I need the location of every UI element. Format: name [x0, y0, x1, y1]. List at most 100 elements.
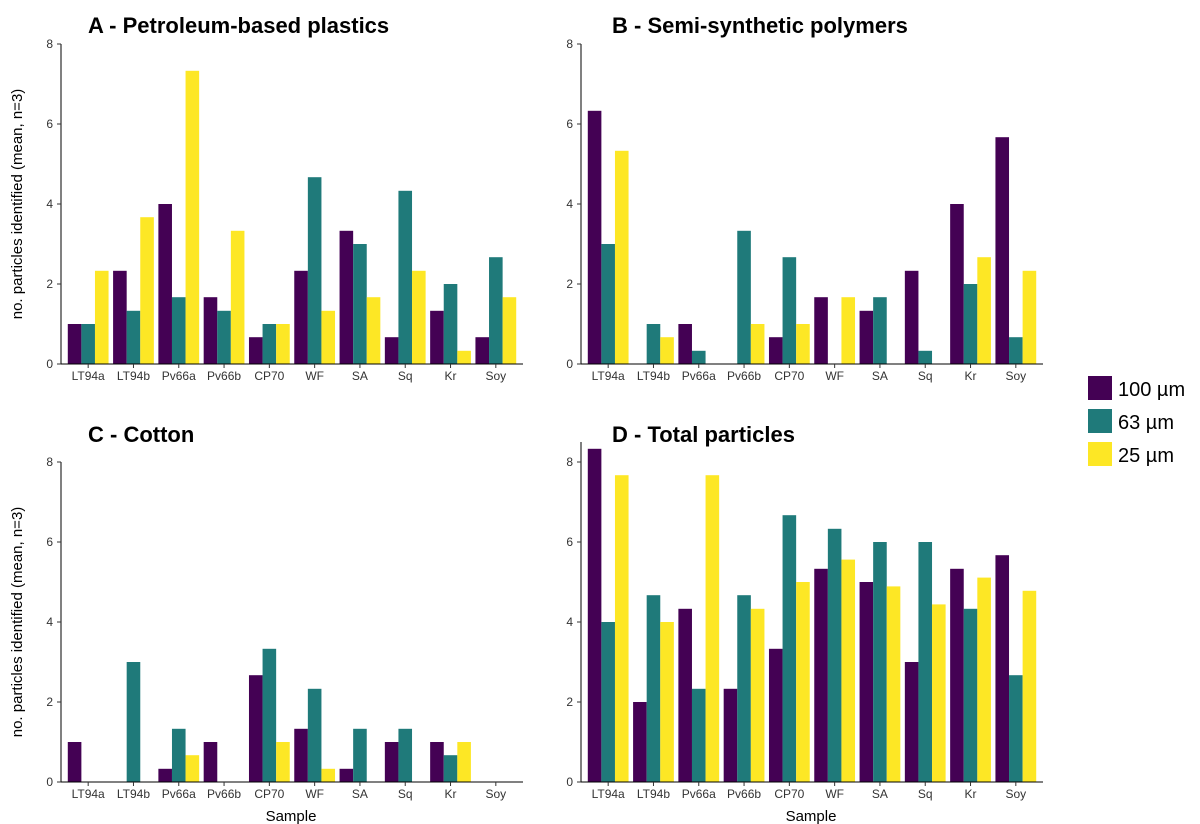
- bar-c-sa-1: [353, 728, 367, 782]
- bar-a-wf-0: [294, 270, 308, 364]
- legend-label-100: 100 µm: [1118, 379, 1185, 401]
- bar-b-lt94b-1: [646, 324, 661, 364]
- x-tick-label-b-3: Pv66b: [727, 369, 761, 383]
- bar-b-cp70-1: [782, 257, 797, 364]
- bar-d-wf-2: [841, 559, 856, 782]
- x-axis-title-d: Sample: [786, 808, 837, 824]
- bar-a-pv66b-0: [203, 297, 218, 364]
- bar-c-sq-0: [384, 742, 399, 782]
- x-tick-label-c-5: WF: [305, 787, 324, 801]
- y-tick-label-d-3: 6: [566, 535, 573, 549]
- bar-d-sa-1: [873, 542, 887, 782]
- bar-d-wf-1: [827, 528, 842, 782]
- x-tick-label-a-4: CP70: [254, 369, 284, 383]
- x-tick-label-b-4: CP70: [774, 369, 804, 383]
- bar-a-pv66b-2: [230, 230, 245, 364]
- bar-a-cp70-0: [248, 337, 263, 364]
- legend-swatch-100: [1088, 376, 1112, 400]
- bar-a-kr-0: [430, 310, 444, 364]
- bar-a-pv66b-1: [217, 310, 231, 364]
- x-tick-label-c-8: Kr: [445, 787, 457, 801]
- bar-c-wf-2: [321, 768, 336, 782]
- x-tick-label-a-2: Pv66a: [162, 369, 196, 383]
- x-tick-label-a-7: Sq: [398, 369, 413, 383]
- y-tick-label-c-2: 4: [46, 615, 53, 629]
- x-tick-label-b-8: Kr: [965, 369, 977, 383]
- x-tick-label-b-2: Pv66a: [682, 369, 716, 383]
- y-tick-label-a-3: 6: [46, 117, 53, 131]
- bar-d-soy-1: [1009, 675, 1023, 782]
- bar-b-soy-1: [1009, 337, 1023, 364]
- bar-c-pv66b-0: [203, 742, 218, 782]
- x-tick-label-c-1: LT94b: [117, 787, 150, 801]
- bar-a-sq-1: [398, 190, 413, 364]
- bar-a-soy-1: [489, 257, 503, 364]
- bar-d-lt94a-2: [614, 475, 629, 782]
- bar-b-kr-2: [977, 257, 991, 364]
- x-tick-label-b-5: WF: [825, 369, 844, 383]
- panel-title-a: A - Petroleum-based plastics: [88, 13, 389, 38]
- bar-d-pv66a-0: [678, 608, 692, 782]
- x-tick-label-a-0: LT94a: [72, 369, 105, 383]
- bar-a-soy-2: [502, 297, 517, 364]
- bar-a-lt94b-0: [113, 270, 127, 364]
- x-axis-title-c: Sample: [266, 808, 317, 824]
- bar-c-lt94b-1: [126, 662, 141, 782]
- bar-d-lt94b-1: [646, 595, 661, 782]
- bar-a-sq-0: [384, 337, 399, 364]
- bar-a-sq-2: [412, 270, 426, 364]
- panel-a: 0 2 4 6 8 LT94a LT94b Pv66a Pv66b CP70 WF SA Sq Kr Soy…: [46, 13, 523, 383]
- y-tick-label-b-3: 6: [566, 117, 573, 131]
- x-tick-label-a-3: Pv66b: [207, 369, 241, 383]
- bar-a-lt94a-2: [94, 270, 109, 364]
- bar-d-kr-1: [963, 608, 978, 782]
- x-tick-label-d-1: LT94b: [637, 787, 670, 801]
- bar-d-cp70-2: [796, 582, 810, 782]
- x-tick-label-c-9: Soy: [485, 787, 506, 801]
- y-axis-title-bottom: no. particles identified (mean, n=3): [9, 507, 26, 738]
- x-tick-label-b-6: SA: [872, 369, 888, 383]
- bar-d-sq-2: [932, 604, 946, 782]
- bar-c-pv66a-2: [185, 755, 200, 782]
- panel-title-d: D - Total particles: [612, 422, 795, 447]
- bar-b-sa-0: [859, 310, 874, 364]
- bar-d-kr-2: [977, 577, 991, 782]
- bar-d-lt94b-0: [633, 702, 647, 782]
- bar-a-lt94b-1: [126, 310, 141, 364]
- bar-a-pv66a-2: [185, 70, 200, 365]
- bar-d-pv66b-1: [737, 595, 751, 782]
- x-tick-label-d-6: SA: [872, 787, 888, 801]
- x-tick-label-c-4: CP70: [254, 787, 284, 801]
- bar-c-cp70-2: [276, 742, 290, 782]
- bar-c-lt94a-0: [67, 742, 82, 782]
- bar-b-soy-2: [1022, 270, 1037, 364]
- bar-c-sa-0: [339, 768, 354, 782]
- bar-b-pv66a-1: [691, 350, 706, 364]
- x-tick-label-c-2: Pv66a: [162, 787, 196, 801]
- bar-b-kr-1: [963, 284, 978, 364]
- x-tick-label-b-1: LT94b: [637, 369, 670, 383]
- y-tick-label-c-4: 8: [46, 455, 53, 469]
- bar-b-lt94a-0: [587, 110, 602, 364]
- x-tick-label-a-5: WF: [305, 369, 324, 383]
- panel-d: 0 2 4 6 8 LT94a LT94b Pv66a Pv66b CP70 WF SA Sq Kr Soy…: [566, 422, 1043, 801]
- bar-a-wf-2: [321, 310, 336, 364]
- bar-d-cp70-0: [768, 648, 783, 782]
- bar-d-lt94a-1: [601, 622, 615, 782]
- x-tick-label-a-9: Soy: [485, 369, 506, 383]
- bar-b-sq-0: [904, 270, 919, 364]
- y-tick-label-c-0: 0: [46, 775, 53, 789]
- bar-a-kr-1: [443, 284, 458, 364]
- bar-b-lt94a-1: [601, 244, 615, 364]
- bar-c-kr-0: [430, 742, 444, 782]
- y-axis-title-top: no. particles identified (mean, n=3): [9, 89, 26, 320]
- bar-d-pv66a-2: [705, 475, 720, 782]
- bar-d-soy-0: [995, 555, 1010, 782]
- y-tick-label-d-0: 0: [566, 775, 573, 789]
- bar-b-soy-0: [995, 137, 1010, 364]
- legend-label-25: 25 µm: [1118, 445, 1174, 467]
- y-tick-label-d-1: 2: [566, 695, 573, 709]
- bar-c-cp70-0: [248, 675, 263, 782]
- bar-d-kr-0: [950, 568, 964, 782]
